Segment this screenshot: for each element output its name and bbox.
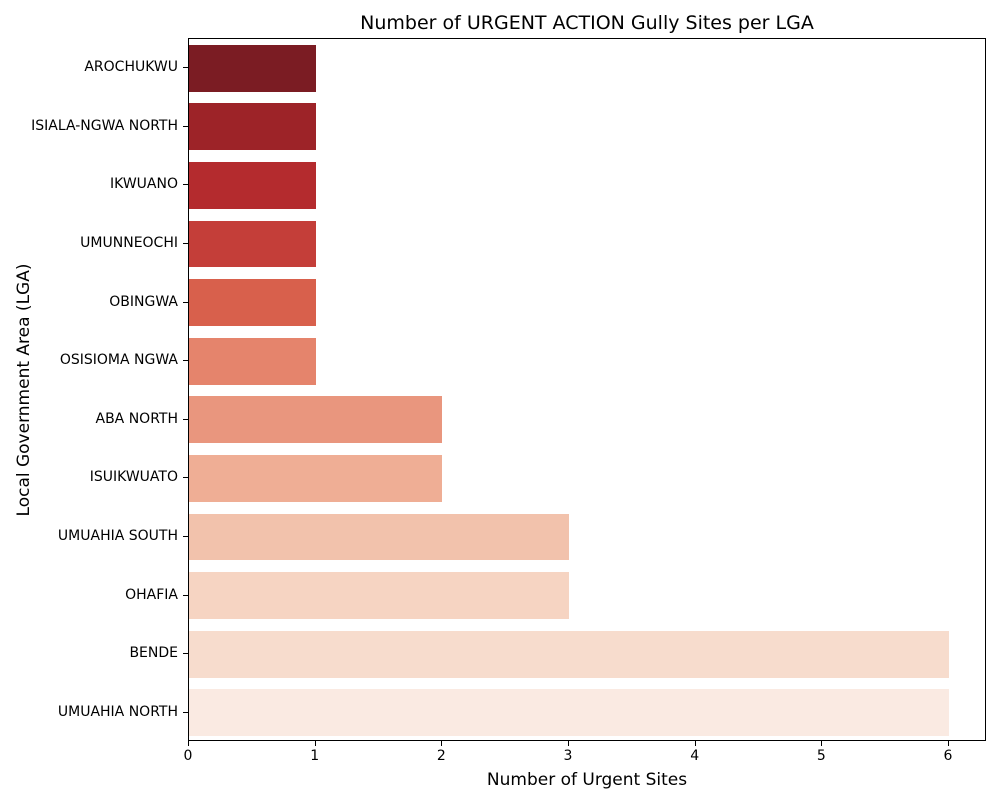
y-tick-label: OSISIOMA NGWA <box>59 352 178 369</box>
x-tick-mark <box>821 741 823 746</box>
y-tick-mark <box>183 418 188 420</box>
bar-umunneochi <box>189 220 316 268</box>
y-tick-label: AROCHUKWU <box>84 59 178 76</box>
y-tick-mark <box>183 711 188 713</box>
bar-ikwuano <box>189 162 316 209</box>
bar-isuikwuato <box>189 454 443 502</box>
plot-area <box>188 38 986 741</box>
y-tick-label: BENDE <box>129 645 178 662</box>
chart-title: Number of URGENT ACTION Gully Sites per … <box>360 12 814 34</box>
x-tick-label: 5 <box>816 748 826 764</box>
y-tick-label: ABA NORTH <box>95 410 179 427</box>
x-axis-label: Number of Urgent Sites <box>486 770 688 790</box>
y-tick-mark <box>183 243 188 245</box>
y-tick-mark <box>183 360 188 362</box>
y-tick-mark <box>183 477 188 479</box>
y-tick-mark <box>183 653 188 655</box>
y-tick-label: UMUAHIA NORTH <box>57 703 178 720</box>
x-tick-label: 0 <box>183 748 193 764</box>
bar-umuahia-north <box>189 689 949 737</box>
x-tick-mark <box>948 741 949 746</box>
bar-isiala-ngwa-north <box>189 103 316 151</box>
bar-arochukwu <box>189 44 316 92</box>
x-tick-label: 6 <box>943 748 953 764</box>
y-tick-mark <box>183 125 188 127</box>
y-tick-label: ISUIKWUATO <box>89 469 178 486</box>
y-tick-label: OBINGWA <box>109 293 178 310</box>
x-tick-label: 2 <box>436 748 446 764</box>
bar-ohafia <box>189 572 569 619</box>
y-tick-label: UMUAHIA SOUTH <box>57 527 178 544</box>
bar-obingwa <box>189 279 316 327</box>
y-tick-mark <box>183 67 188 69</box>
x-tick-mark <box>188 741 189 746</box>
x-tick-mark <box>441 741 443 746</box>
bar-umuahia-south <box>189 513 569 561</box>
y-tick-mark <box>183 301 188 303</box>
bar-osisioma-ngwa <box>189 337 316 385</box>
y-tick-mark <box>183 594 188 596</box>
x-tick-label: 1 <box>310 748 320 764</box>
y-tick-label: IKWUANO <box>110 176 178 193</box>
bar-bende <box>189 630 949 678</box>
y-tick-mark <box>183 184 188 186</box>
x-tick-mark <box>568 741 569 746</box>
x-tick-mark <box>314 741 316 746</box>
y-tick-label: ISIALA-NGWA NORTH <box>31 117 178 134</box>
y-tick-mark <box>183 535 188 537</box>
x-tick-mark <box>694 741 696 746</box>
x-tick-label: 3 <box>563 748 573 764</box>
y-tick-label: OHAFIA <box>125 586 178 603</box>
y-tick-label: UMUNNEOCHI <box>80 235 178 252</box>
bar-aba-north <box>189 396 443 444</box>
x-tick-label: 4 <box>690 748 700 764</box>
